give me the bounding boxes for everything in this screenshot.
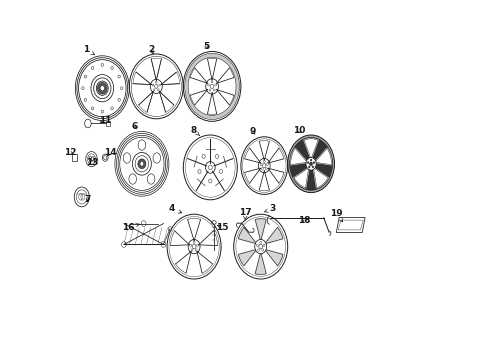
Text: 9: 9 <box>249 126 255 135</box>
Text: 8: 8 <box>190 126 199 135</box>
Ellipse shape <box>192 244 196 249</box>
Polygon shape <box>255 219 265 241</box>
Ellipse shape <box>215 154 218 158</box>
Ellipse shape <box>263 161 264 163</box>
Text: 7: 7 <box>84 194 91 203</box>
Text: 15: 15 <box>216 223 228 232</box>
Ellipse shape <box>308 166 309 168</box>
Ellipse shape <box>85 152 97 167</box>
Text: 16: 16 <box>122 223 139 232</box>
Ellipse shape <box>122 242 126 247</box>
Ellipse shape <box>265 168 266 170</box>
Ellipse shape <box>208 165 212 170</box>
Text: 13: 13 <box>86 158 99 167</box>
Ellipse shape <box>258 244 262 249</box>
Text: 19: 19 <box>330 209 342 222</box>
Ellipse shape <box>214 84 216 86</box>
Ellipse shape <box>307 162 308 164</box>
Ellipse shape <box>184 53 239 120</box>
Text: 3: 3 <box>264 204 275 213</box>
Ellipse shape <box>312 162 314 164</box>
Ellipse shape <box>195 249 197 251</box>
Ellipse shape <box>261 168 263 170</box>
Polygon shape <box>336 217 365 233</box>
Ellipse shape <box>309 162 312 166</box>
Ellipse shape <box>193 241 195 243</box>
Polygon shape <box>264 227 283 244</box>
Ellipse shape <box>100 86 104 91</box>
Ellipse shape <box>260 163 262 166</box>
Ellipse shape <box>208 179 211 183</box>
Bar <box>72 154 77 161</box>
Polygon shape <box>313 168 327 188</box>
Ellipse shape <box>310 159 311 161</box>
Polygon shape <box>314 148 331 165</box>
Ellipse shape <box>157 89 159 91</box>
Ellipse shape <box>211 221 216 224</box>
Ellipse shape <box>152 84 153 86</box>
Text: 10: 10 <box>292 126 305 135</box>
Text: 14: 14 <box>104 148 117 157</box>
Ellipse shape <box>207 84 209 86</box>
Text: 1: 1 <box>83 45 95 55</box>
Text: 18: 18 <box>298 216 310 225</box>
Polygon shape <box>255 252 265 274</box>
Ellipse shape <box>161 242 165 247</box>
Polygon shape <box>304 139 317 159</box>
Ellipse shape <box>287 135 334 193</box>
Ellipse shape <box>155 81 157 83</box>
Ellipse shape <box>141 221 146 226</box>
Text: 17: 17 <box>239 208 251 220</box>
Ellipse shape <box>140 162 143 166</box>
Ellipse shape <box>211 81 213 83</box>
Ellipse shape <box>262 163 265 168</box>
Ellipse shape <box>311 166 313 168</box>
Ellipse shape <box>305 157 316 170</box>
Ellipse shape <box>210 84 213 89</box>
Polygon shape <box>238 249 256 266</box>
Ellipse shape <box>188 57 236 116</box>
Text: 12: 12 <box>63 148 76 157</box>
Ellipse shape <box>74 187 89 207</box>
Ellipse shape <box>263 244 264 247</box>
Text: 6: 6 <box>131 122 138 131</box>
Ellipse shape <box>213 89 215 91</box>
Text: 4: 4 <box>168 204 182 213</box>
Ellipse shape <box>256 244 258 247</box>
Polygon shape <box>294 168 308 188</box>
Ellipse shape <box>154 85 158 88</box>
Ellipse shape <box>198 170 201 174</box>
Ellipse shape <box>261 249 263 251</box>
Polygon shape <box>238 227 256 244</box>
Ellipse shape <box>289 137 332 190</box>
Ellipse shape <box>84 119 91 128</box>
Ellipse shape <box>138 159 145 168</box>
Ellipse shape <box>202 154 205 158</box>
Polygon shape <box>264 249 283 266</box>
Ellipse shape <box>259 241 261 243</box>
Ellipse shape <box>159 84 160 86</box>
Ellipse shape <box>189 244 191 247</box>
Ellipse shape <box>168 226 171 231</box>
Text: 5: 5 <box>203 41 209 50</box>
Ellipse shape <box>257 249 259 251</box>
Polygon shape <box>290 148 306 165</box>
Ellipse shape <box>97 82 107 94</box>
Ellipse shape <box>208 89 210 91</box>
Ellipse shape <box>266 163 268 166</box>
Ellipse shape <box>196 244 198 247</box>
Text: 2: 2 <box>147 45 154 54</box>
Ellipse shape <box>254 239 266 254</box>
Ellipse shape <box>153 89 155 91</box>
Bar <box>106 121 110 126</box>
Text: 11: 11 <box>99 116 111 125</box>
Ellipse shape <box>219 170 222 174</box>
Ellipse shape <box>191 249 193 251</box>
